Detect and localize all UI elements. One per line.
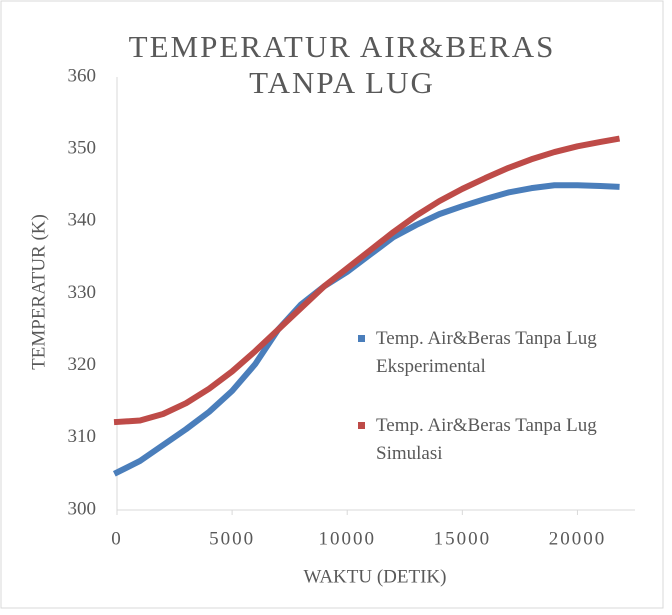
y-tick-label: 310	[68, 426, 97, 447]
legend-entry: Temp. Air&Beras Tanpa Lug Simulasi	[356, 412, 656, 468]
y-tick-label: 330	[68, 282, 97, 303]
y-tick-label: 300	[68, 498, 97, 519]
y-axis-title: TEMPERATUR (K)	[28, 214, 49, 370]
legend-swatch	[358, 335, 365, 342]
legend-swatch	[358, 422, 365, 429]
x-tick-label: 10000	[318, 528, 376, 549]
y-tick-label: 360	[68, 65, 97, 86]
x-axis-title: WAKTU (DETIK)	[304, 566, 447, 587]
chart-border	[0, 0, 664, 609]
legend-entry: Temp. Air&Beras Tanpa Lug Eksperimental	[356, 325, 656, 381]
y-tick-label: 320	[68, 354, 97, 375]
y-tick-label: 350	[68, 138, 97, 159]
y-tick-label: 340	[68, 210, 97, 231]
chart-title: TEMPERATUR AIR&BERAS	[129, 29, 556, 64]
chart-title: TANPA LUG	[249, 65, 435, 100]
x-tick-label: 20000	[549, 528, 607, 549]
x-tick-label: 5000	[209, 528, 255, 549]
series-line	[113, 135, 621, 426]
legend-label: Temp. Air&Beras Tanpa Lug Simulasi	[376, 415, 597, 464]
x-tick-label: 0	[111, 528, 123, 549]
series-line	[112, 182, 620, 477]
x-tick-label: 15000	[434, 528, 492, 549]
legend-label: Temp. Air&Beras Tanpa Lug Eksperimental	[376, 328, 597, 377]
